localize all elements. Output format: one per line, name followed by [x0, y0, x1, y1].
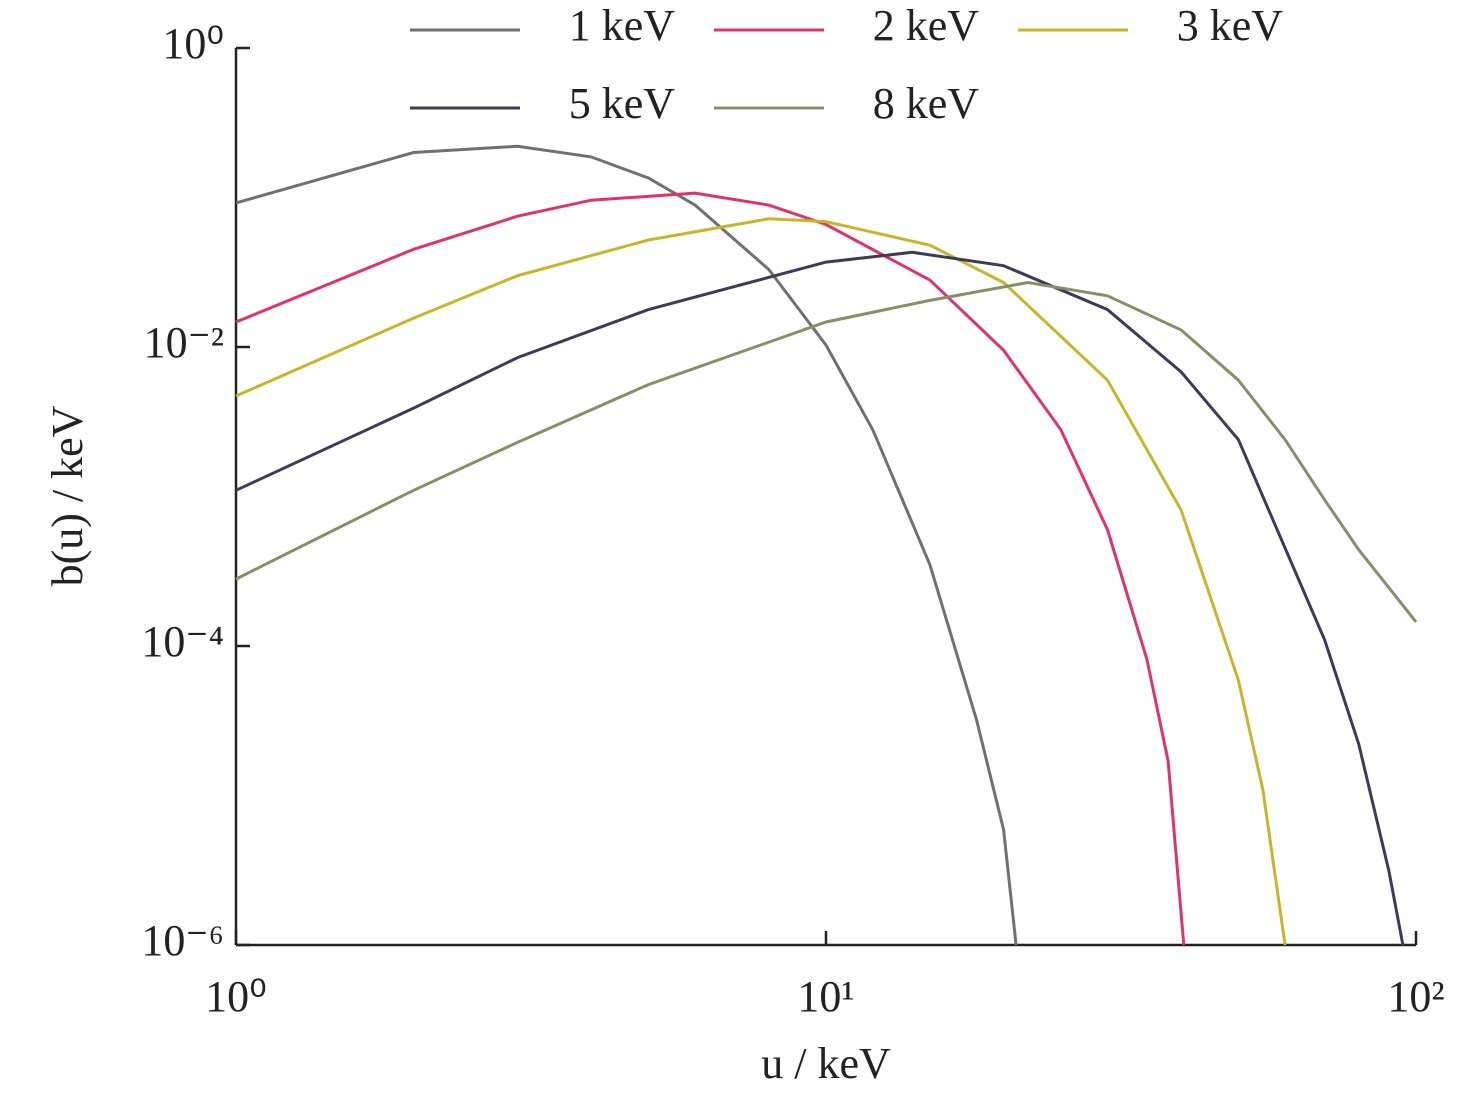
- legend-label: 2 keV: [873, 1, 980, 50]
- series-line: [235, 280, 1418, 623]
- y-tick-label: 10⁻²: [144, 318, 224, 367]
- legend-label: 8 keV: [873, 79, 980, 128]
- series-line: [235, 250, 1405, 946]
- series-line: [235, 217, 1287, 946]
- y-tick-label: 10⁻⁶: [141, 916, 224, 965]
- y-axis-label: b(u) / keV: [43, 405, 92, 586]
- series-line: [235, 144, 1018, 946]
- x-axis-label: u / keV: [761, 1039, 891, 1088]
- y-tick-label: 10⁻⁴: [141, 617, 224, 666]
- x-tick-label: 10⁰: [205, 972, 267, 1021]
- x-tick-label: 10²: [1387, 972, 1444, 1021]
- legend-label: 5 keV: [569, 79, 676, 128]
- x-tick-label: 10¹: [797, 972, 854, 1021]
- legend-label: 3 keV: [1177, 1, 1284, 50]
- y-tick-label: 10⁰: [162, 19, 224, 68]
- series-line: [235, 191, 1186, 946]
- legend-label: 1 keV: [569, 1, 676, 50]
